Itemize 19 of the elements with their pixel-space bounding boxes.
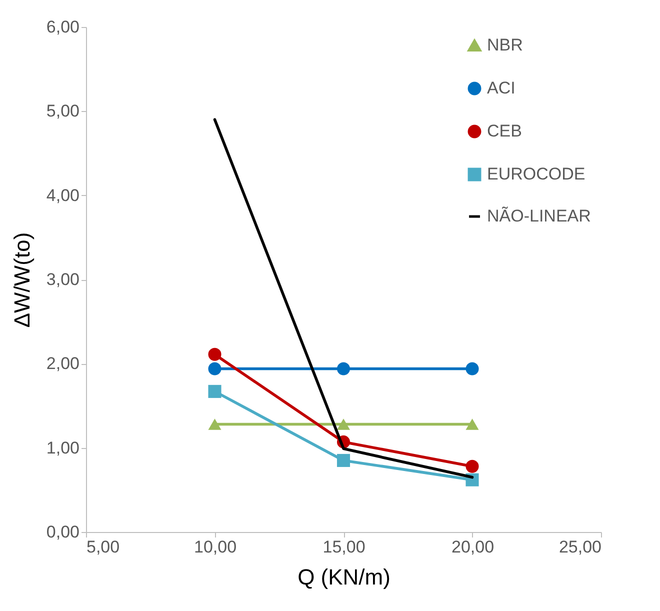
legend-label: ACI — [487, 78, 516, 98]
y-tick-label: 4,00 — [46, 186, 80, 205]
y-tick-label: 1,00 — [46, 438, 80, 458]
y-tick-label: 0,00 — [46, 522, 80, 542]
x-axis-title: Q (KN/m) — [298, 564, 390, 590]
x-tick-label: 5,00 — [86, 538, 120, 556]
x-tick-label: 25,00 — [558, 538, 602, 556]
x-tick-label: 15,00 — [322, 538, 366, 556]
y-tick-label: 2,00 — [46, 354, 80, 374]
legend-label: NBR — [487, 36, 523, 54]
y-tick-label: 3,00 — [46, 270, 80, 289]
x-tick-label: 10,00 — [194, 538, 237, 556]
x-tick-label: 20,00 — [451, 538, 494, 556]
y-tick-label: 6,00 — [46, 18, 80, 36]
legend-label: CEB — [487, 122, 522, 140]
y-axis-title: ΔW/W(to) — [9, 232, 34, 328]
y-tick-label: 5,00 — [46, 102, 80, 121]
legend-label: EUROCODE — [487, 164, 586, 184]
legend-label: NÃO-LINEAR — [487, 206, 591, 226]
